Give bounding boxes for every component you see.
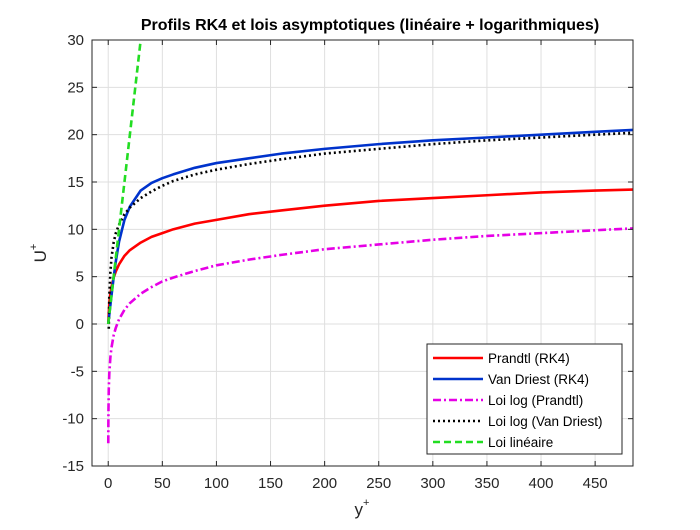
x-tick-label: 100: [204, 475, 229, 492]
y-tick-label: 15: [67, 174, 84, 191]
y-tick-label: 30: [67, 32, 84, 49]
y-tick-label: 0: [76, 316, 84, 333]
series-line-2: [106, 227, 633, 444]
chart-title: Profils RK4 et lois asymptotiques (linéa…: [141, 17, 599, 34]
legend-label-1: Van Driest (RK4): [488, 372, 589, 387]
x-tick-label: 450: [583, 475, 608, 492]
y-tick-label: 25: [67, 79, 84, 96]
x-axis-label-sup: +: [363, 497, 369, 509]
x-tick-label: 0: [104, 475, 112, 492]
y-axis-label-sup: +: [28, 244, 40, 250]
series-line-3: [107, 131, 633, 329]
legend-label-3: Loi log (Van Driest): [488, 414, 603, 429]
x-tick-label: 300: [420, 475, 445, 492]
x-tick-label: 400: [529, 475, 554, 492]
y-tick-label: 5: [76, 269, 84, 286]
x-axis-label-base: y: [355, 500, 364, 519]
series-layer: [106, 40, 633, 444]
legend-label-2: Loi log (Prandtl): [488, 393, 583, 408]
series-line-4: [106, 40, 142, 325]
y-axis-label: U+: [28, 244, 50, 263]
x-tick-label: 50: [154, 475, 171, 492]
x-tick-label: 250: [366, 475, 391, 492]
plot-frame: [91, 39, 634, 467]
ticks: 0 50 100 150 200 250 300 350 400 450 -15 -10 -5 0 5 10 1…: [62, 32, 633, 492]
y-tick-label: 20: [67, 127, 84, 144]
x-axis-label: y+: [355, 497, 370, 519]
y-axis-label-base: U: [31, 250, 50, 262]
x-tick-label: 150: [258, 475, 283, 492]
legend-box: [426, 343, 623, 455]
x-tick-label: 200: [312, 475, 337, 492]
y-tick-label: 10: [67, 221, 84, 238]
x-tick-label: 350: [474, 475, 499, 492]
y-tick-label: -10: [62, 411, 84, 428]
y-tick-label: -15: [62, 458, 84, 475]
series-line-1: [106, 128, 633, 325]
legend-label-0: Prandtl (RK4): [488, 351, 570, 366]
legend-label-4: Loi linéaire: [488, 435, 553, 450]
y-tick-label: -5: [71, 363, 84, 380]
legend: Prandtl (RK4) Van Driest (RK4) Loi log (Pr…: [426, 343, 623, 455]
